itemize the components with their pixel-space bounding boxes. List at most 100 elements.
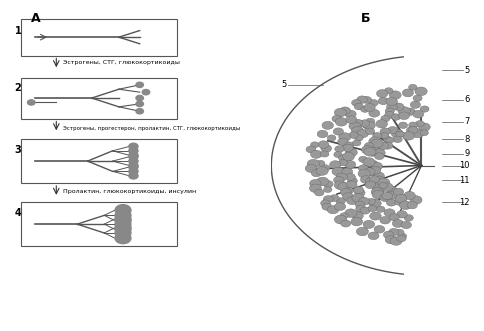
Circle shape bbox=[115, 218, 131, 230]
Circle shape bbox=[404, 191, 415, 200]
Text: Пролактин, глюкокортикоиды, инсулин: Пролактин, глюкокортикоиды, инсулин bbox=[62, 189, 196, 194]
Circle shape bbox=[309, 184, 321, 193]
Circle shape bbox=[129, 143, 138, 150]
FancyBboxPatch shape bbox=[21, 139, 177, 183]
Circle shape bbox=[343, 193, 354, 201]
Circle shape bbox=[404, 215, 413, 221]
Circle shape bbox=[320, 200, 331, 207]
Circle shape bbox=[374, 142, 385, 150]
Circle shape bbox=[373, 132, 382, 139]
Circle shape bbox=[398, 122, 408, 128]
Circle shape bbox=[358, 165, 368, 172]
Circle shape bbox=[345, 209, 357, 217]
Circle shape bbox=[366, 169, 376, 176]
Circle shape bbox=[332, 167, 344, 176]
Text: 7: 7 bbox=[464, 117, 469, 126]
Circle shape bbox=[357, 96, 367, 103]
Text: 4: 4 bbox=[15, 208, 21, 218]
Circle shape bbox=[395, 229, 404, 236]
Circle shape bbox=[368, 232, 379, 240]
Circle shape bbox=[386, 97, 397, 106]
Circle shape bbox=[374, 172, 384, 180]
Text: Б: Б bbox=[361, 12, 370, 24]
Circle shape bbox=[115, 232, 131, 244]
Circle shape bbox=[374, 225, 385, 233]
Circle shape bbox=[317, 130, 328, 138]
Circle shape bbox=[367, 149, 378, 156]
Circle shape bbox=[393, 136, 402, 143]
Circle shape bbox=[369, 100, 378, 106]
Circle shape bbox=[115, 224, 131, 235]
Circle shape bbox=[377, 90, 388, 98]
Circle shape bbox=[399, 201, 411, 210]
Circle shape bbox=[383, 231, 394, 238]
Circle shape bbox=[361, 106, 369, 112]
Circle shape bbox=[393, 188, 404, 196]
Circle shape bbox=[379, 183, 388, 189]
Circle shape bbox=[411, 129, 424, 138]
Circle shape bbox=[334, 152, 342, 158]
Circle shape bbox=[142, 89, 150, 95]
Circle shape bbox=[316, 167, 328, 175]
Circle shape bbox=[336, 173, 347, 181]
Circle shape bbox=[345, 142, 354, 148]
Circle shape bbox=[115, 222, 131, 233]
Circle shape bbox=[347, 181, 357, 188]
Circle shape bbox=[307, 159, 319, 168]
Circle shape bbox=[136, 101, 143, 107]
Circle shape bbox=[353, 119, 363, 126]
Circle shape bbox=[343, 144, 353, 152]
Circle shape bbox=[376, 206, 385, 213]
Circle shape bbox=[385, 236, 397, 244]
Circle shape bbox=[373, 185, 385, 194]
Circle shape bbox=[349, 122, 361, 130]
FancyBboxPatch shape bbox=[21, 19, 177, 56]
Circle shape bbox=[333, 176, 344, 184]
Text: 3: 3 bbox=[15, 145, 21, 155]
Text: 9: 9 bbox=[464, 149, 469, 158]
Circle shape bbox=[129, 148, 138, 154]
Circle shape bbox=[346, 173, 355, 180]
Circle shape bbox=[332, 115, 342, 122]
Circle shape bbox=[356, 227, 368, 236]
Circle shape bbox=[322, 203, 332, 210]
Circle shape bbox=[415, 120, 424, 127]
Circle shape bbox=[359, 120, 370, 127]
Circle shape bbox=[334, 215, 347, 224]
Circle shape bbox=[408, 126, 418, 133]
Text: 5: 5 bbox=[464, 66, 469, 75]
Circle shape bbox=[334, 181, 347, 190]
Circle shape bbox=[357, 129, 368, 138]
Circle shape bbox=[382, 192, 393, 200]
Circle shape bbox=[329, 195, 339, 202]
Circle shape bbox=[358, 169, 370, 178]
Circle shape bbox=[410, 101, 421, 108]
Circle shape bbox=[310, 179, 321, 187]
Circle shape bbox=[338, 155, 347, 161]
Text: 2: 2 bbox=[15, 83, 21, 93]
Circle shape bbox=[359, 197, 369, 205]
Circle shape bbox=[371, 162, 382, 170]
Circle shape bbox=[339, 133, 351, 141]
Circle shape bbox=[385, 108, 394, 114]
Circle shape bbox=[373, 176, 385, 184]
Circle shape bbox=[369, 110, 380, 117]
Circle shape bbox=[396, 131, 404, 137]
Circle shape bbox=[393, 219, 404, 227]
Circle shape bbox=[333, 128, 344, 135]
Circle shape bbox=[115, 215, 131, 226]
Circle shape bbox=[129, 162, 138, 169]
Circle shape bbox=[369, 137, 381, 146]
Circle shape bbox=[370, 212, 381, 220]
Circle shape bbox=[371, 188, 384, 196]
Circle shape bbox=[363, 121, 375, 130]
Circle shape bbox=[136, 82, 143, 87]
Circle shape bbox=[129, 172, 138, 179]
Circle shape bbox=[349, 132, 358, 138]
Circle shape bbox=[369, 199, 381, 208]
Circle shape bbox=[363, 158, 375, 166]
Text: 10: 10 bbox=[459, 161, 469, 170]
Circle shape bbox=[352, 140, 361, 146]
Circle shape bbox=[334, 203, 346, 211]
Circle shape bbox=[351, 100, 361, 106]
